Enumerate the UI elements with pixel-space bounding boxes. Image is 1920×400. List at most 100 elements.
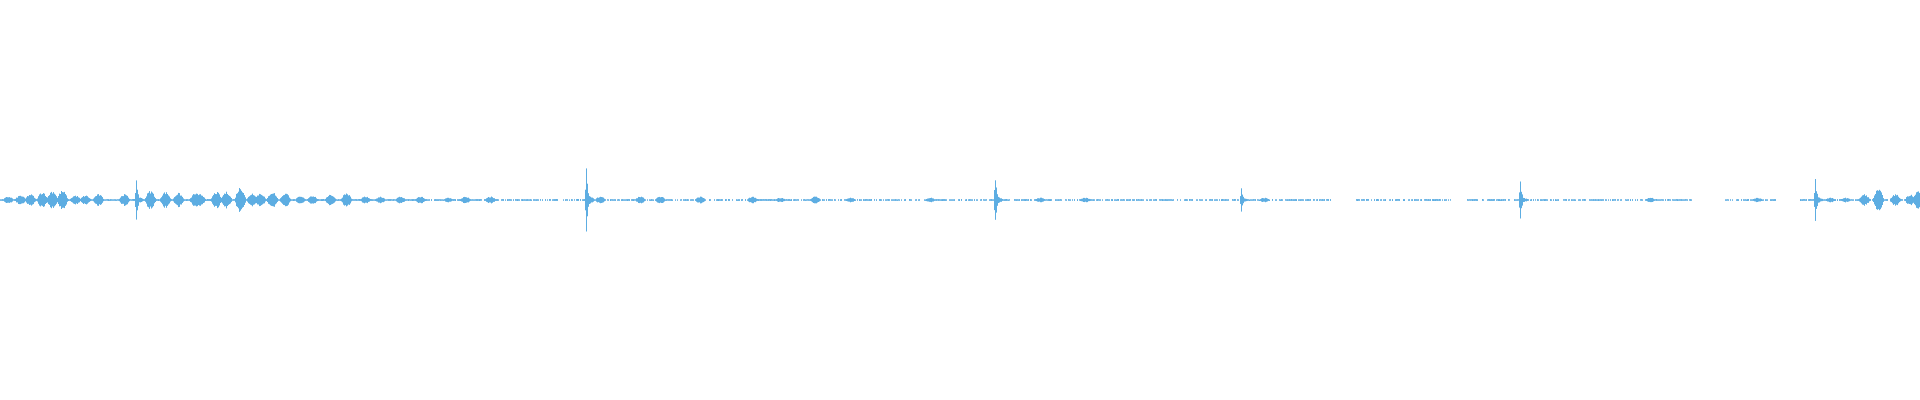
waveform-sample (1285, 199, 1286, 201)
waveform-sample (349, 195, 350, 205)
waveform-sample (587, 183, 588, 217)
waveform-sample (129, 198, 130, 202)
waveform-sample (462, 198, 463, 202)
waveform-sample (1821, 198, 1822, 202)
waveform-sample (1007, 199, 1008, 201)
waveform-sample (1901, 199, 1902, 201)
waveform-sample (465, 197, 466, 203)
waveform-sample (1650, 197, 1651, 203)
waveform-sample (1913, 197, 1914, 203)
waveform-sample (578, 199, 579, 201)
waveform-sample (1686, 199, 1687, 201)
waveform-sample (45, 196, 46, 204)
waveform-sample (1398, 199, 1399, 201)
waveform-sample (650, 199, 651, 201)
waveform-sample (719, 199, 720, 201)
waveform-sample (1527, 199, 1528, 201)
waveform-sample (1006, 199, 1007, 201)
waveform-sample (1403, 199, 1404, 201)
waveform-sample (631, 199, 632, 201)
waveform-sample (1111, 199, 1112, 201)
waveform-sample (287, 194, 288, 206)
waveform-sample (447, 197, 448, 203)
waveform-sample (692, 199, 693, 201)
waveform-sample (1748, 199, 1749, 201)
waveform-sample (113, 199, 114, 201)
waveform-sample (929, 198, 930, 202)
waveform-sample (194, 194, 195, 206)
waveform-sample (1822, 198, 1823, 202)
waveform-sample (686, 199, 687, 201)
waveform-sample (818, 198, 819, 202)
waveform-sample (1243, 196, 1244, 204)
waveform-sample (406, 199, 407, 201)
waveform-sample (1596, 199, 1597, 201)
waveform-sample (1585, 199, 1586, 201)
waveform-sample (1753, 199, 1754, 201)
waveform-sample (1732, 199, 1733, 201)
waveform-sample (663, 197, 664, 203)
waveform-sample (1603, 199, 1604, 201)
waveform-sample (1378, 199, 1379, 201)
waveform-sample (90, 198, 91, 202)
waveform-sample (1028, 199, 1029, 201)
waveform-sample (1606, 199, 1607, 201)
waveform-sample (881, 199, 882, 201)
waveform-sample (931, 197, 932, 203)
waveform-sample (607, 199, 608, 201)
waveform-sample (643, 197, 644, 203)
waveform-sample (307, 199, 308, 201)
waveform-sample (1898, 196, 1899, 204)
waveform-sample (588, 193, 589, 207)
waveform-sample (132, 199, 133, 201)
waveform-sample (379, 197, 380, 203)
waveform-sample (714, 199, 715, 201)
waveform-sample (205, 198, 206, 201)
waveform-sample (1228, 199, 1229, 201)
waveform-sample (1736, 199, 1737, 201)
waveform-sample (1009, 199, 1010, 201)
waveform-sample (472, 199, 473, 201)
waveform-sample (667, 199, 668, 201)
waveform-sample (347, 194, 348, 206)
waveform-sample (1226, 199, 1227, 201)
waveform-sample (1282, 199, 1283, 201)
waveform-sample (1658, 199, 1659, 201)
waveform-sample (1612, 199, 1613, 201)
waveform-sample (157, 199, 158, 201)
waveform-sample (398, 197, 399, 203)
waveform-sample (1667, 199, 1668, 201)
waveform-sample (166, 192, 167, 208)
waveform-sample (489, 197, 490, 203)
waveform-sample (1809, 199, 1810, 201)
waveform-sample (449, 198, 450, 202)
waveform-sample (46, 197, 47, 203)
waveform-sample (463, 197, 464, 203)
waveform-sample (383, 197, 384, 203)
waveform-sample (1651, 198, 1652, 203)
waveform-sample (134, 199, 135, 201)
waveform-sample (1580, 199, 1581, 201)
waveform-sample (10, 197, 11, 203)
waveform-sample (285, 193, 286, 207)
waveform-sample (709, 199, 710, 201)
waveform-sample (1906, 197, 1907, 203)
waveform-sample (1196, 199, 1197, 201)
waveform-sample (492, 197, 493, 203)
waveform-sample (1758, 198, 1759, 202)
waveform-sample (78, 197, 79, 203)
waveform-sample (269, 195, 270, 205)
waveform-sample (370, 199, 371, 201)
waveform-sample (1328, 199, 1329, 201)
waveform-sample (1093, 199, 1094, 201)
waveform-sample (338, 199, 339, 201)
waveform-sample (297, 197, 298, 203)
waveform-sample (318, 199, 319, 201)
waveform-sample (557, 199, 558, 201)
waveform-sample (614, 199, 615, 201)
waveform-sample (814, 196, 815, 204)
waveform-sample (760, 199, 761, 201)
waveform-sample (455, 199, 456, 201)
waveform-sample (1828, 198, 1829, 202)
